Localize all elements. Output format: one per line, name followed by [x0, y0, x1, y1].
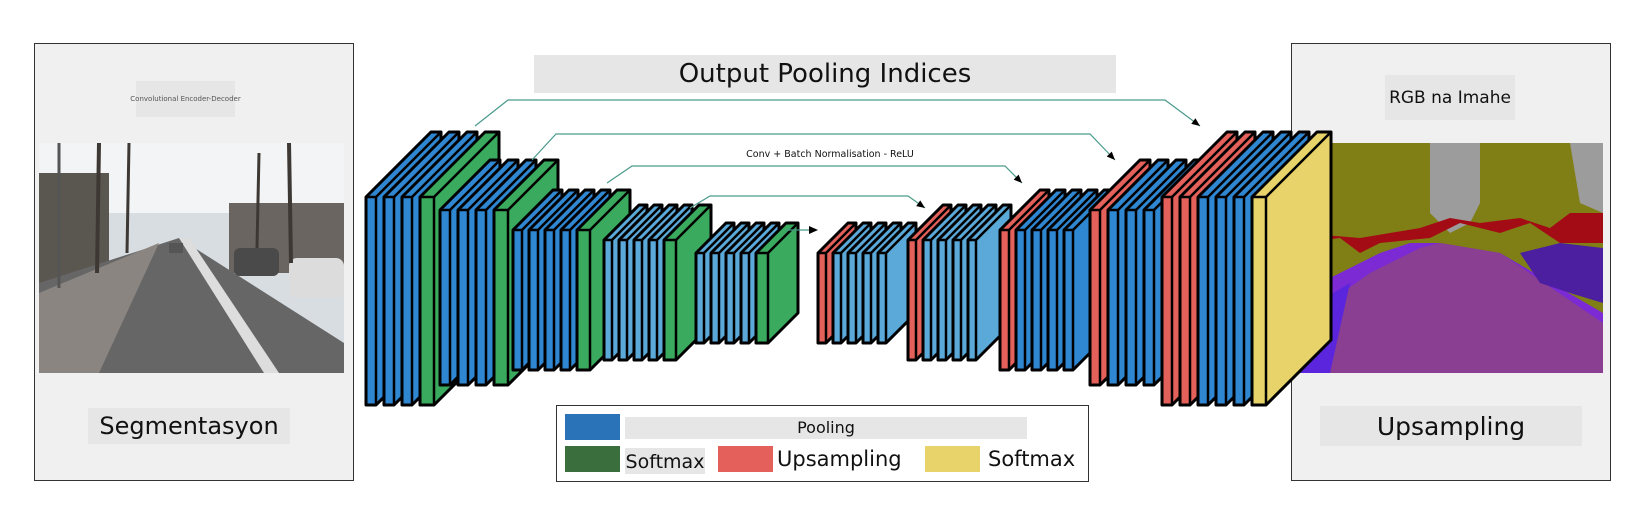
layer-label: Conv + Batch Normalisation - ReLU — [740, 143, 920, 165]
output-label: Upsampling — [1320, 406, 1582, 446]
input-street-image — [39, 143, 344, 373]
title-box: Output Pooling Indices — [534, 55, 1116, 93]
legend: Pooling Softmax Upsampling Softmax — [556, 405, 1089, 482]
pooling-indices-arrow-2-head — [1106, 151, 1115, 160]
pooling-indices-arrow-1 — [474, 99, 1201, 127]
input-label: Segmentasyon — [88, 408, 290, 444]
legend-label-pooling: Pooling — [625, 417, 1027, 439]
tiny-caption: Convolutional Encoder-Decoder — [130, 81, 241, 117]
pooling-indices-arrow-4-head — [916, 200, 925, 208]
legend-label-softmax-yellow: Softmax — [988, 447, 1076, 471]
pooling-indices-arrow-3-head — [1013, 174, 1022, 183]
bottleneck-arrow-head — [809, 226, 818, 234]
pooling-indices-arrow-3 — [606, 165, 1023, 184]
output-panel: RGB na Imahe Upsampling — [1291, 43, 1611, 481]
input-panel: Convolutional Encoder-Decoder Segmentasy… — [34, 43, 354, 481]
legend-swatch-upsampling — [718, 446, 773, 472]
legend-swatch-softmax-green — [565, 446, 620, 472]
legend-swatch-softmax-yellow — [925, 446, 980, 472]
decoder-block-5-layer-6 — [1250, 130, 1333, 407]
output-segmentation-image — [1300, 143, 1603, 373]
legend-label-upsampling: Upsampling — [777, 447, 902, 471]
legend-label-softmax-green: Softmax — [625, 448, 705, 474]
encoder-block-5-layer-5 — [754, 221, 800, 345]
legend-swatch-pooling — [565, 414, 620, 440]
pooling-indices-arrow-4 — [689, 195, 926, 209]
pooling-indices-arrow-2 — [531, 133, 1116, 161]
pooling-indices-arrow-1-head — [1191, 118, 1200, 126]
output-header: RGB na Imahe — [1385, 75, 1515, 120]
